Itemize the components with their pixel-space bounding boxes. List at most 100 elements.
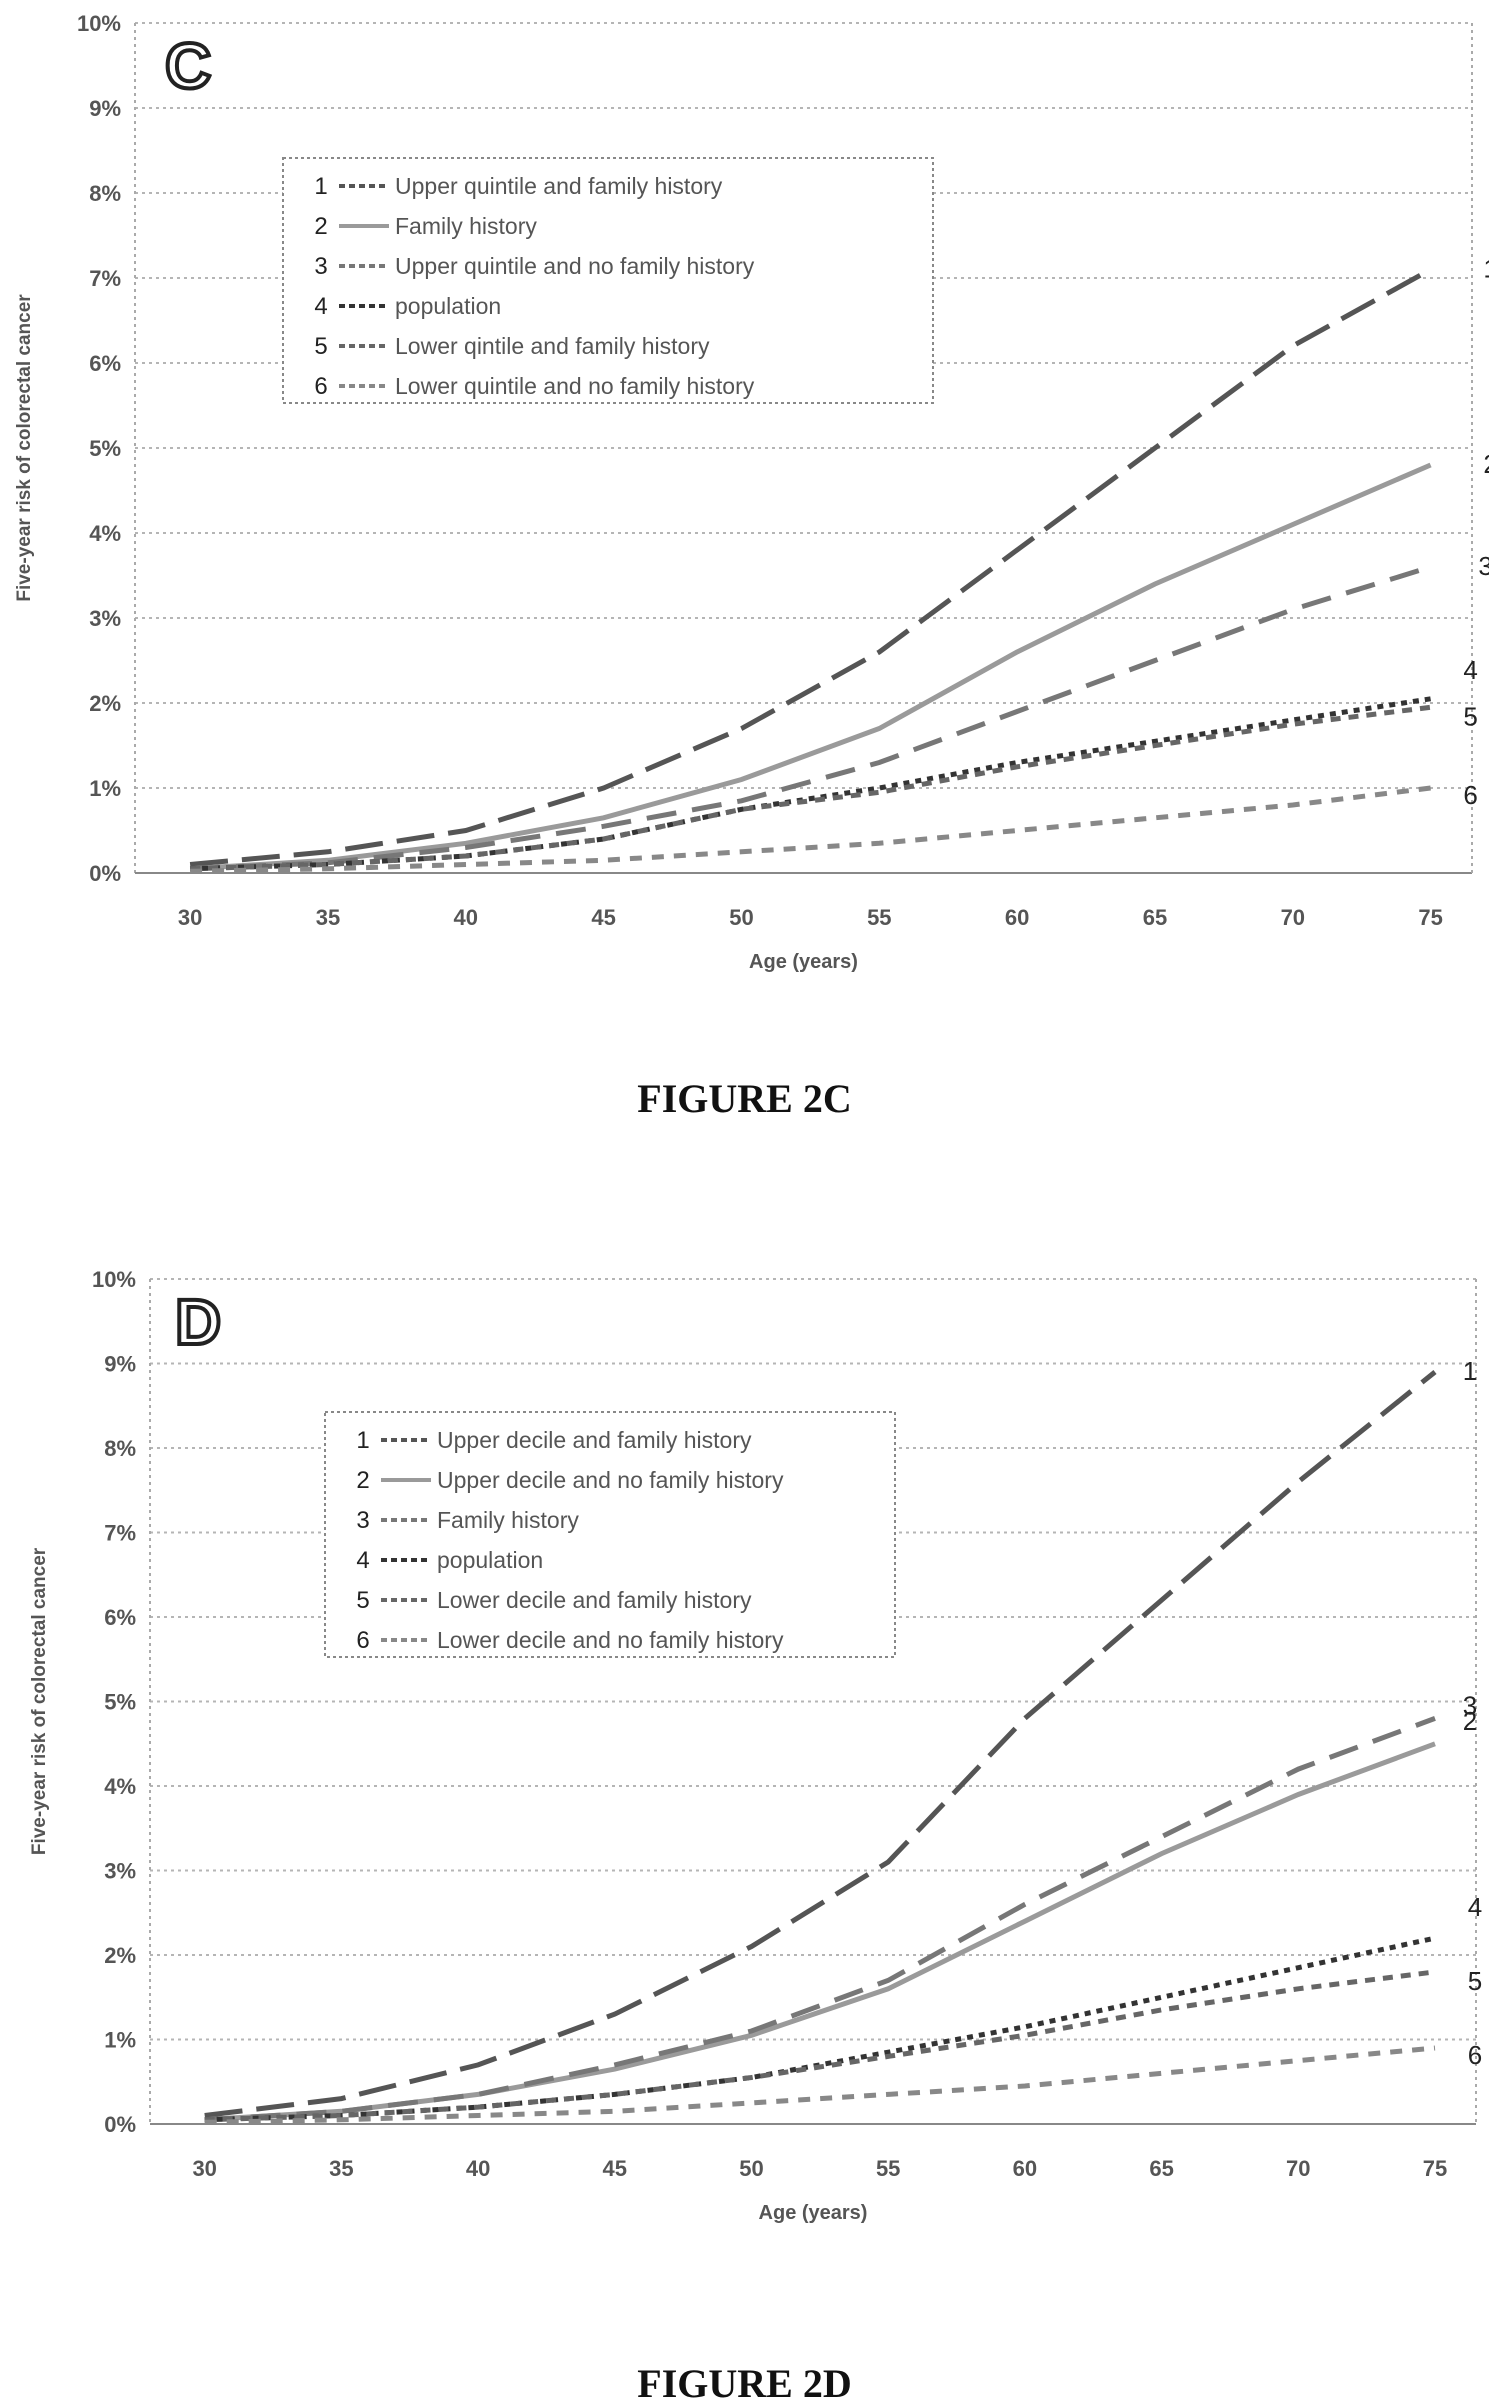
figure-caption-d: FIGURE 2D	[637, 2361, 852, 2406]
panel-c-series-end-label-3: 3	[1478, 551, 1489, 581]
panel-c-y-tick-label: 0%	[89, 861, 121, 886]
panel-c-legend-label-4: population	[395, 293, 501, 319]
panel-d-y-axis-label: Five-year risk of colorectal cancer	[29, 1547, 50, 1855]
panel-d-x-tick-label: 35	[329, 2156, 353, 2181]
panel-c-y-tick-label: 7%	[89, 266, 121, 291]
panel-d-legend-label-2: Upper decile and no family history	[437, 1467, 784, 1493]
panel-d-legend-label-4: population	[437, 1547, 543, 1573]
panel-c-x-tick-label: 40	[454, 905, 478, 930]
panel-c-legend-label-3: Upper quintile and no family history	[395, 253, 755, 279]
panel-d-legend-number-5: 5	[356, 1587, 369, 1614]
panel-d-series-line-5	[204, 1969, 1436, 2123]
panel-c-x-tick-label: 35	[316, 905, 340, 930]
panel-d-x-tick-label: 75	[1423, 2156, 1447, 2181]
panel-d-series-line-4	[204, 1935, 1436, 2123]
panel-d-series-line-6	[204, 2045, 1436, 2125]
panel-c-x-tick-label: 55	[867, 905, 891, 930]
panel-d-y-tick-label: 7%	[104, 1521, 136, 1546]
panel-d-y-tick-label: 8%	[104, 1436, 136, 1461]
panel-c-legend-number-6: 6	[314, 373, 327, 400]
panel-c-legend-number-3: 3	[314, 253, 327, 280]
panel-d-y-tick-label: 5%	[104, 1690, 136, 1715]
panel-c-legend-box	[282, 157, 934, 404]
panel-d-series-end-label-5: 5	[1468, 1966, 1482, 1996]
panel-c-x-tick-label: 60	[1005, 905, 1029, 930]
panel-d-legend-number-1: 1	[356, 1427, 369, 1454]
panel-c-x-tick-label: 45	[591, 905, 615, 930]
figure-panel-c: 0% 1% 2% 3% 4% 5% 6% 7% 8% 9% 10% 30 35 40 45 50 55 60 65 7…	[0, 0, 1489, 1180]
panel-d-series-end-label-3: 3	[1463, 1690, 1477, 1720]
panel-d-legend-label-1: Upper decile and family history	[437, 1427, 752, 1453]
panel-d-x-tick-label: 50	[739, 2156, 763, 2181]
panel-d-legend-number-2: 2	[356, 1467, 369, 1494]
panel-c-series-line-2	[189, 462, 1432, 872]
panel-d-x-tick-label: 60	[1013, 2156, 1037, 2181]
panel-c-series-line-3	[189, 564, 1432, 872]
panel-d-y-tick-label: 4%	[104, 1774, 136, 1799]
panel-c-legend-label-5: Lower qintile and family history	[395, 333, 710, 359]
panel-d-series-line-1	[204, 1370, 1437, 2118]
panel-c-x-tick-label: 65	[1143, 905, 1167, 930]
panel-d-series-line-2	[204, 1741, 1436, 2123]
panel-d-series-end-label-4: 4	[1468, 1892, 1482, 1922]
panel-c-x-tick-label: 30	[178, 905, 202, 930]
panel-d-series-end-label-1: 1	[1463, 1356, 1477, 1386]
panel-c-y-tick-label: 6%	[89, 351, 121, 376]
panel-c-x-tick-label: 70	[1281, 905, 1305, 930]
panel-c-y-tick-label: 1%	[89, 776, 121, 801]
panel-c-legend-number-1: 1	[314, 173, 327, 200]
panel-c-series-end-label-2: 2	[1483, 449, 1489, 479]
panel-d-x-tick-label: 55	[876, 2156, 900, 2181]
panel-c-series-line-6	[190, 785, 1431, 874]
panel-d-x-tick-label: 30	[192, 2156, 216, 2181]
panel-c-legend-label-6: Lower quintile and no family history	[395, 373, 755, 399]
panel-d-legend-label-5: Lower decile and family history	[437, 1587, 752, 1613]
panel-d-y-tick-label: 3%	[104, 1859, 136, 1884]
panel-c-y-tick-label: 9%	[89, 96, 121, 121]
panel-d-legend-number-4: 4	[356, 1547, 369, 1574]
panel-c-legend-number-2: 2	[314, 213, 327, 240]
panel-c-legend-label-2: Family history	[395, 213, 537, 239]
panel-c-y-tick-label: 3%	[89, 606, 121, 631]
chart-svg-c: 0%1%2%3%4%5%6%7%8%9%10%30 35 40 45 50 55 60 65 7…	[14, 11, 1489, 973]
panel-d-y-tick-label: 10%	[92, 1267, 136, 1292]
panel-c-x-axis-label: Age (years)	[749, 951, 858, 973]
panel-c-series-line-1	[189, 267, 1432, 867]
panel-c-y-axis-label: Five-year risk of colorectal cancer	[14, 294, 35, 602]
panel-c-y-tick-label: 4%	[89, 521, 121, 546]
panel-c-letter: C	[165, 30, 211, 102]
panel-c-series-end-label-4: 4	[1463, 655, 1477, 685]
panel-d-x-tick-label: 65	[1149, 2156, 1173, 2181]
panel-d-legend-label-3: Family history	[437, 1507, 579, 1533]
panel-d-x-axis-label: Age (years)	[759, 2202, 868, 2224]
panel-d-series-end-label-6: 6	[1468, 2040, 1482, 2070]
panel-c-legend-number-4: 4	[314, 293, 327, 320]
panel-d-letter: D	[175, 1286, 221, 1358]
panel-d-y-tick-label: 0%	[104, 2112, 136, 2137]
panel-d-y-tick-label: 2%	[104, 1943, 136, 1968]
panel-d-legend-box	[324, 1411, 896, 1658]
panel-c-legend-label-1: Upper quintile and family history	[395, 173, 723, 199]
panel-d-x-tick-label: 45	[603, 2156, 627, 2181]
panel-d-y-tick-label: 1%	[104, 2028, 136, 2053]
panel-c-series-line-5	[190, 704, 1431, 872]
figure-panel-d: 0% 1% 2% 3% 4% 5% 6% 7% 8% 9% 10% 30 35 40 45 50 55 60 65 7…	[0, 1240, 1489, 2406]
panel-d-x-tick-label: 70	[1286, 2156, 1310, 2181]
panel-d-legend-label-6: Lower decile and no family history	[437, 1627, 784, 1653]
panel-c-y-tick-label: 5%	[89, 436, 121, 461]
panel-c-x-tick-label: 50	[729, 905, 753, 930]
panel-d-legend-number-3: 3	[356, 1507, 369, 1534]
panel-c-series-end-label-6: 6	[1463, 780, 1477, 810]
panel-d-x-tick-label: 40	[466, 2156, 490, 2181]
panel-c-x-tick-label: 75	[1418, 905, 1442, 930]
chart-svg-d: 0%1%2%3%4%5%6%7%8%9%10%30 35 40 45 50 55 60 65 7…	[29, 1267, 1482, 2224]
panel-d-series-end-label-2: 2	[1463, 1706, 1477, 1736]
panel-c-y-tick-label: 10%	[77, 11, 121, 36]
panel-c-series-end-label-1: 1	[1483, 254, 1489, 284]
panel-c-series-end-label-5: 5	[1463, 701, 1477, 731]
panel-c-legend-number-5: 5	[314, 333, 327, 360]
figure-caption-c: FIGURE 2C	[637, 1076, 852, 1121]
panel-c-y-tick-label: 2%	[89, 691, 121, 716]
panel-d-series-line-3	[204, 1716, 1436, 2123]
panel-d-y-tick-label: 6%	[104, 1605, 136, 1630]
